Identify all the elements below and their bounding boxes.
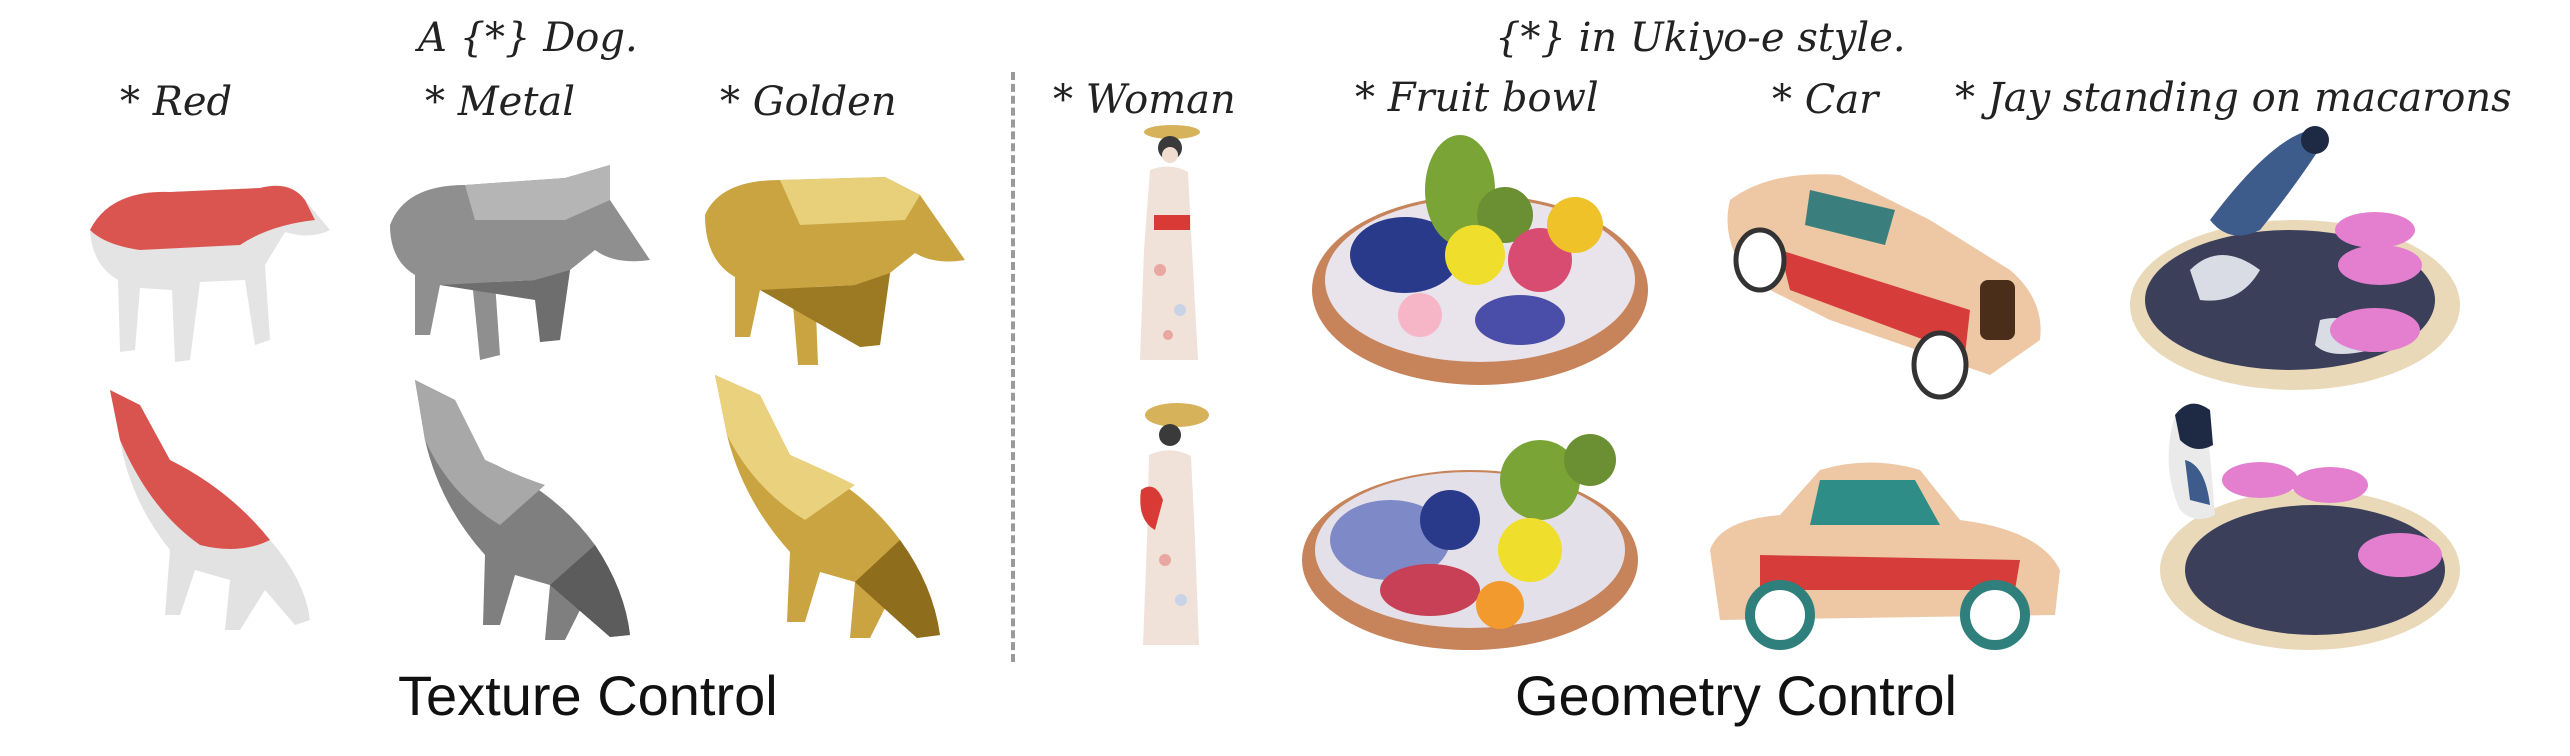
dog-red-icon — [110, 390, 310, 630]
car-icon — [1727, 174, 2041, 400]
car-icon — [1710, 462, 2060, 650]
fruit-bowl-icon — [1302, 434, 1638, 650]
jay-macarons-icon — [2160, 403, 2460, 650]
label-jay: * Jay standing on macarons — [1955, 75, 2512, 121]
dog-red-icon — [90, 185, 330, 362]
jay-macarons-icon — [2130, 126, 2460, 390]
label-golden: * Golden — [720, 79, 897, 125]
woman-icon — [1140, 125, 1200, 360]
label-fruit-bowl: * Fruit bowl — [1355, 75, 1599, 121]
dog-metal-icon — [390, 165, 650, 360]
dog-golden-icon — [705, 177, 965, 365]
label-woman: * Woman — [1053, 77, 1236, 123]
texture-caption: Texture Control — [398, 664, 778, 727]
texture-prompt: A {*} Dog. — [418, 15, 638, 61]
label-red: * Red — [120, 79, 233, 125]
label-car: * Car — [1772, 77, 1879, 123]
geometry-prompt: {*} in Ukiyo-e style. — [1495, 15, 1906, 61]
woman-icon — [1140, 403, 1209, 645]
dog-golden-icon — [715, 375, 940, 638]
fruit-bowl-icon — [1312, 135, 1648, 385]
dog-metal-icon — [415, 380, 630, 640]
geometry-caption: Geometry Control — [1515, 664, 1957, 727]
section-divider — [1011, 72, 1015, 662]
label-metal: * Metal — [425, 79, 576, 125]
